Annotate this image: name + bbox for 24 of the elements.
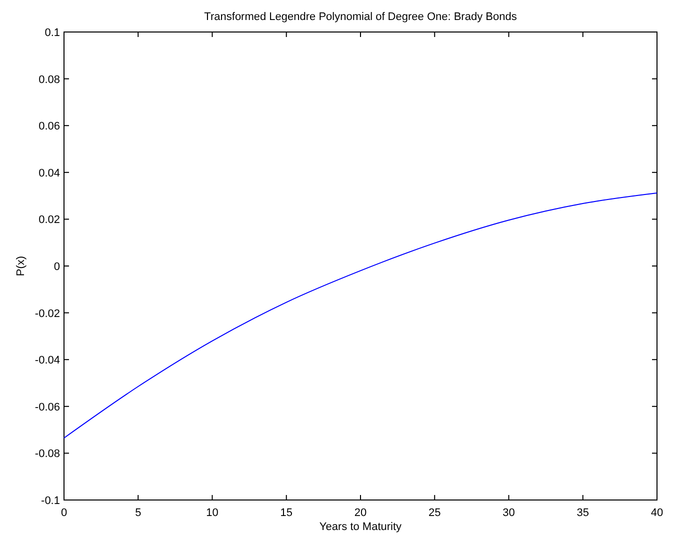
x-tick-label: 25	[428, 507, 441, 519]
chart-title: Transformed Legendre Polynomial of Degree One: Brady Bonds	[204, 11, 518, 23]
x-tick-label: 10	[206, 507, 218, 519]
x-tick-label: 0	[60, 507, 68, 519]
y-tick-label: -0.1	[41, 495, 60, 507]
x-tick-label: 35	[576, 507, 589, 519]
y-tick-label: 0	[54, 261, 60, 273]
y-tick-label: 0.06	[38, 120, 60, 133]
y-tick-label: 0.1	[44, 27, 60, 39]
x-tick-label: 5	[135, 507, 142, 519]
y-axis-title: P(x)	[15, 256, 27, 276]
y-tick-label: -0.08	[34, 448, 60, 460]
x-axis-title: Years to Maturity	[319, 521, 402, 533]
x-tick-label: 40	[650, 507, 664, 519]
x-tick-label: 20	[354, 507, 367, 519]
y-tick-label: 0.08	[38, 74, 60, 86]
y-tick-label: -0.02	[34, 308, 60, 320]
x-tick-label: 30	[502, 507, 515, 519]
line-series	[64, 192, 658, 438]
y-tick-label: 0.02	[38, 214, 60, 226]
y-tick-label: 0.04	[38, 167, 60, 180]
y-tick-label: -0.06	[34, 401, 60, 414]
y-tick-label: -0.04	[34, 354, 60, 367]
x-tick-label: 15	[280, 507, 292, 519]
